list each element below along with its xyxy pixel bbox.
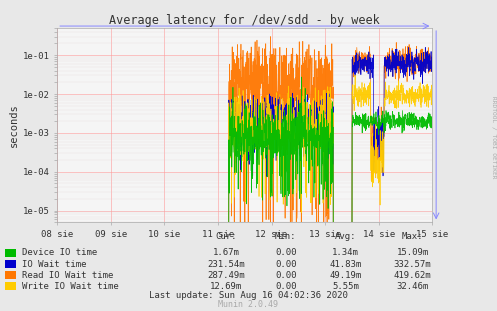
Text: Avg:: Avg: — [334, 232, 356, 241]
Text: RRDTOOL / TOBI OETIKER: RRDTOOL / TOBI OETIKER — [491, 95, 496, 178]
Title: Average latency for /dev/sdd - by week: Average latency for /dev/sdd - by week — [109, 14, 380, 27]
Text: 332.57m: 332.57m — [394, 260, 431, 268]
Text: Read IO Wait time: Read IO Wait time — [22, 271, 113, 280]
Text: Cur:: Cur: — [215, 232, 237, 241]
Text: 5.55m: 5.55m — [332, 282, 359, 291]
Text: Last update: Sun Aug 16 04:02:36 2020: Last update: Sun Aug 16 04:02:36 2020 — [149, 291, 348, 300]
Text: 15.09m: 15.09m — [397, 248, 428, 257]
Text: 0.00: 0.00 — [275, 260, 297, 268]
Text: 12.69m: 12.69m — [210, 282, 242, 291]
Text: 41.83m: 41.83m — [330, 260, 361, 268]
Text: IO Wait time: IO Wait time — [22, 260, 86, 268]
Text: 1.67m: 1.67m — [213, 248, 240, 257]
Text: 1.34m: 1.34m — [332, 248, 359, 257]
Text: Munin 2.0.49: Munin 2.0.49 — [219, 299, 278, 309]
Text: 287.49m: 287.49m — [207, 271, 245, 280]
Text: Write IO Wait time: Write IO Wait time — [22, 282, 119, 291]
Text: 0.00: 0.00 — [275, 282, 297, 291]
Text: 49.19m: 49.19m — [330, 271, 361, 280]
Text: 0.00: 0.00 — [275, 248, 297, 257]
Text: 419.62m: 419.62m — [394, 271, 431, 280]
Y-axis label: seconds: seconds — [8, 103, 18, 147]
Text: 231.54m: 231.54m — [207, 260, 245, 268]
Text: Min:: Min: — [275, 232, 297, 241]
Text: Max:: Max: — [402, 232, 423, 241]
Text: 0.00: 0.00 — [275, 271, 297, 280]
Text: 32.46m: 32.46m — [397, 282, 428, 291]
Text: Device IO time: Device IO time — [22, 248, 97, 257]
